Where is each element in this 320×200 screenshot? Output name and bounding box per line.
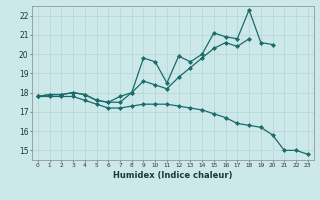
X-axis label: Humidex (Indice chaleur): Humidex (Indice chaleur): [113, 171, 233, 180]
